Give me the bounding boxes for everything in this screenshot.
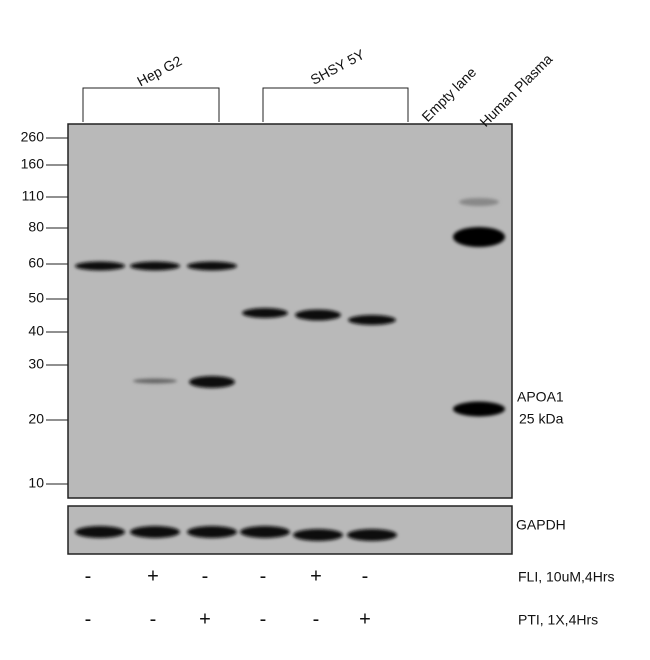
treatment-sign: - (150, 608, 157, 630)
bands (75, 198, 505, 541)
main-blot (67, 123, 513, 499)
marker-label: 40 (28, 323, 44, 339)
band (453, 401, 505, 417)
treatment-sign: - (362, 565, 369, 587)
band (348, 315, 396, 325)
lane-label: Human Plasma (476, 51, 555, 130)
band-label: GAPDH (516, 517, 566, 533)
marker-label: 10 (28, 475, 44, 491)
treatment-sign: - (85, 565, 92, 587)
group-label: SHSY 5Y (308, 46, 368, 88)
band (187, 261, 237, 271)
marker-label: 50 (28, 290, 44, 306)
band (187, 526, 237, 538)
treatment-name: FLI, 10uM,4Hrs (518, 569, 614, 585)
treatment-sign: - (260, 565, 267, 587)
treatment-sign: + (147, 565, 159, 587)
band (75, 261, 125, 271)
lane-label: Empty lane (418, 64, 479, 125)
treatment-sign: + (310, 565, 322, 587)
band (293, 529, 343, 541)
band (189, 376, 235, 388)
band-label: APOA1 (517, 389, 564, 405)
band (130, 261, 180, 271)
band (453, 227, 505, 247)
band (459, 198, 499, 206)
band-label: 25 kDa (519, 411, 564, 427)
band (240, 526, 290, 538)
band (133, 378, 177, 384)
treatment-sign: + (359, 608, 371, 630)
band (347, 529, 397, 541)
treatment-name: PTI, 1X,4Hrs (518, 612, 598, 628)
marker-label: 60 (28, 255, 44, 271)
treatment-sign: + (199, 608, 211, 630)
group-label: Hep G2 (134, 52, 184, 89)
treatment-sign: - (85, 608, 92, 630)
marker-label: 80 (28, 219, 44, 235)
band (130, 526, 180, 538)
marker-label: 160 (21, 156, 45, 172)
marker-label: 20 (28, 411, 44, 427)
marker-label: 260 (21, 129, 45, 145)
treatment-sign: - (260, 608, 267, 630)
band (75, 526, 125, 538)
group-bracket (82, 87, 220, 122)
band (242, 308, 288, 318)
marker-label: 110 (22, 188, 45, 204)
band (295, 309, 341, 321)
marker-label: 30 (28, 356, 44, 372)
treatment-sign: - (313, 608, 320, 630)
treatment-sign: - (202, 565, 209, 587)
group-bracket (262, 87, 409, 122)
